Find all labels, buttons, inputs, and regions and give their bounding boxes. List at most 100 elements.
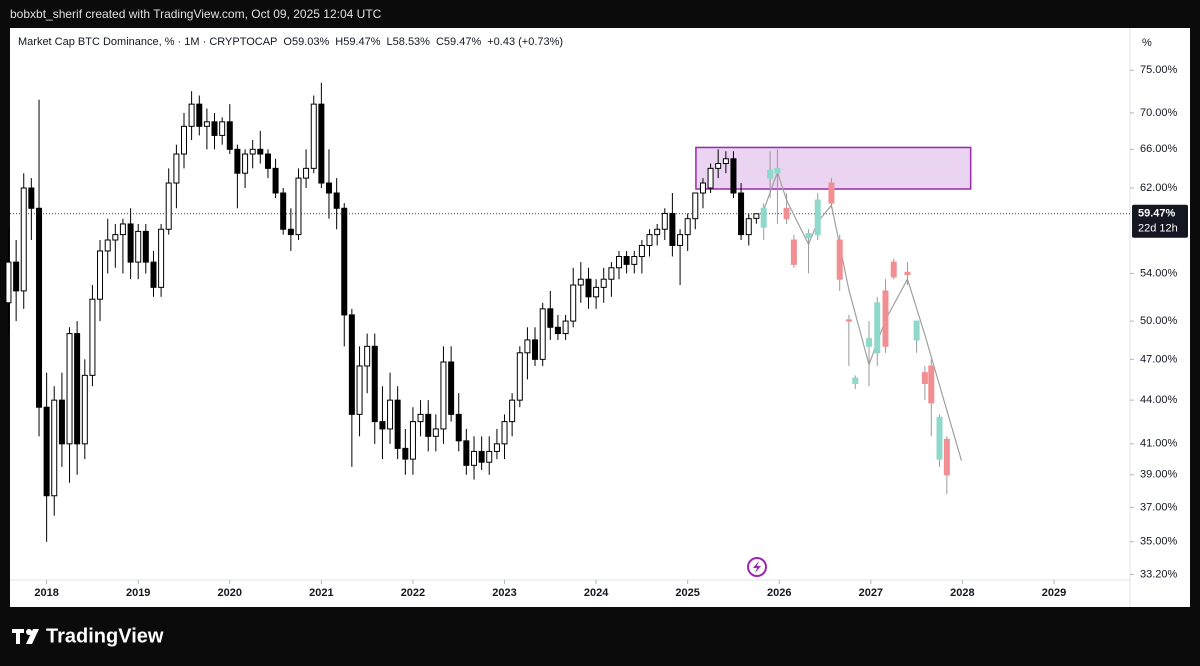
candle-body xyxy=(417,413,424,423)
candle-body xyxy=(463,440,470,466)
candle-body xyxy=(774,167,781,174)
candle-body xyxy=(356,365,363,415)
candle-body xyxy=(119,223,126,236)
candle-body xyxy=(570,284,577,322)
legend-symbol: Market Cap BTC Dominance, % · 1M · CRYPT… xyxy=(18,36,277,48)
candle-body xyxy=(341,207,348,316)
x-tick-label: 2027 xyxy=(859,587,883,599)
candle-body xyxy=(257,148,264,155)
zone-box xyxy=(695,146,972,190)
candle-body xyxy=(661,212,668,230)
candle-body xyxy=(539,308,546,360)
candle-body xyxy=(135,230,142,263)
y-tick-label: 47.00% xyxy=(1140,353,1178,365)
candle-body xyxy=(646,234,653,246)
candle-body xyxy=(677,234,684,246)
y-tick-label: 41.00% xyxy=(1140,438,1178,450)
candle-body xyxy=(577,278,584,286)
candle-body xyxy=(852,377,859,385)
x-tick-label: 2020 xyxy=(218,587,242,599)
candle-body xyxy=(593,286,600,298)
x-tick-label: 2023 xyxy=(492,587,516,599)
candle-body xyxy=(845,319,852,322)
candle-body xyxy=(790,239,797,265)
candle-body xyxy=(402,447,409,460)
candle-body xyxy=(188,103,195,127)
candle-body xyxy=(836,239,843,280)
candle-body xyxy=(364,345,371,367)
candle-body xyxy=(866,338,873,347)
y-tick-label: 33.20% xyxy=(1140,568,1178,580)
candle-body xyxy=(89,298,96,376)
y-tick-label: 54.00% xyxy=(1140,267,1178,279)
candle-body xyxy=(547,308,554,328)
candle-body xyxy=(805,233,812,239)
y-tick-label: 66.00% xyxy=(1140,143,1178,155)
candle-body xyxy=(409,421,416,460)
chart-area xyxy=(10,28,1190,607)
candle-body xyxy=(318,103,325,184)
x-tick-label: 2018 xyxy=(34,587,58,599)
x-tick-label: 2024 xyxy=(584,587,609,599)
candle-body xyxy=(203,121,210,127)
x-tick-label: 2026 xyxy=(767,587,791,599)
y-tick-label: 39.00% xyxy=(1140,469,1178,481)
candle-body xyxy=(753,213,760,219)
x-tick-label: 2025 xyxy=(675,587,699,599)
candle-body xyxy=(486,450,493,463)
candle-body xyxy=(493,443,500,452)
candle-body xyxy=(13,261,20,292)
y-tick-label: 44.00% xyxy=(1140,394,1178,406)
candle-body xyxy=(745,218,752,236)
candle-body xyxy=(532,339,539,360)
candle-body xyxy=(516,352,523,401)
candle-body xyxy=(432,428,439,437)
candle-body xyxy=(524,339,531,354)
candle-body xyxy=(371,345,378,423)
candle-body xyxy=(272,167,279,194)
y-tick-label: 70.00% xyxy=(1140,107,1178,119)
candle-body xyxy=(81,374,88,445)
candle-body xyxy=(638,244,645,258)
candle-body xyxy=(112,234,119,241)
candle-body xyxy=(104,239,111,252)
candle-body xyxy=(440,361,447,430)
logo-part xyxy=(16,629,20,644)
candle-body xyxy=(904,271,911,276)
logo xyxy=(12,629,39,644)
candle-body xyxy=(142,230,149,263)
candle-body xyxy=(226,121,233,150)
candle-body xyxy=(448,361,455,415)
y-tick-label: 75.00% xyxy=(1140,64,1178,76)
candle-body xyxy=(631,256,638,265)
candle-body xyxy=(715,163,722,169)
candle-body xyxy=(913,320,920,341)
candle-body xyxy=(943,438,950,476)
current-price-label: 59.47% xyxy=(1138,208,1176,220)
candle-body xyxy=(874,302,881,354)
candle-body xyxy=(74,333,81,445)
legend-value: L58.53% xyxy=(387,36,431,48)
candle-body xyxy=(51,399,58,497)
candle-body xyxy=(325,182,332,194)
event-icon xyxy=(747,557,767,577)
y-tick-label: 37.00% xyxy=(1140,501,1178,513)
candle-body xyxy=(600,278,607,288)
candle-body xyxy=(692,192,699,220)
candle-body xyxy=(478,450,485,463)
x-tick-label: 2028 xyxy=(950,587,974,599)
x-tick-label: 2022 xyxy=(401,587,425,599)
candle-body xyxy=(554,326,561,335)
candle-body xyxy=(295,177,302,236)
y-tick-label: 62.00% xyxy=(1140,182,1178,194)
candle-body xyxy=(180,125,187,155)
legend-value: O59.03% xyxy=(283,36,329,48)
candle-body xyxy=(562,320,569,335)
logo-part xyxy=(26,629,39,644)
footer-brand: TradingView xyxy=(46,625,164,647)
candle-body xyxy=(97,250,104,300)
icon-bolt xyxy=(753,561,761,573)
candle-body xyxy=(783,207,790,220)
